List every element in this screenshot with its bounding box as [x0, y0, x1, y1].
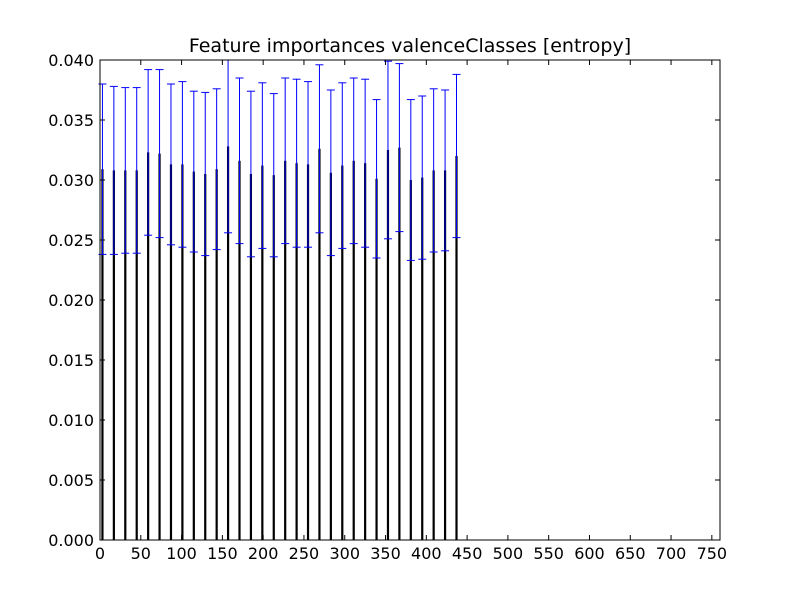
x-tick-label: 0 [95, 544, 105, 563]
bar [226, 146, 230, 540]
x-tick-label: 500 [493, 544, 524, 563]
x-tick-label: 150 [207, 544, 238, 563]
bar [409, 180, 412, 540]
bar [181, 164, 184, 540]
y-tick-label: 0.025 [48, 231, 94, 250]
bar [147, 152, 150, 540]
bars-group [101, 146, 458, 541]
error-bars-group [98, 59, 461, 261]
bar [386, 150, 390, 540]
bar [124, 170, 127, 540]
y-tick-labels: 0.000 0.005 0.010 0.015 0.020 0.025 0.030 0.035… [48, 51, 94, 550]
bar [101, 169, 104, 540]
ticks-group [99, 59, 720, 541]
bar [249, 174, 253, 540]
bar [112, 170, 115, 540]
y-tick-label: 0.000 [48, 531, 94, 550]
y-tick-label: 0.040 [48, 51, 94, 70]
x-tick-label: 700 [656, 544, 687, 563]
y-tick-label: 0.010 [48, 411, 94, 430]
bar [284, 160, 287, 541]
bar [432, 170, 435, 540]
bar [352, 160, 355, 541]
x-tick-label: 250 [289, 544, 320, 563]
bar [364, 163, 367, 540]
bar [329, 172, 332, 541]
x-tick-label: 550 [533, 544, 564, 563]
bar [455, 156, 458, 540]
y-tick-label: 0.030 [48, 171, 94, 190]
x-tick-label: 600 [574, 544, 605, 563]
bar [261, 165, 264, 540]
bar [158, 153, 161, 540]
bar [192, 171, 195, 540]
bar [421, 177, 424, 540]
x-tick-label: 750 [697, 544, 728, 563]
bar [169, 164, 173, 540]
bar [398, 147, 401, 540]
x-tick-label: 50 [131, 544, 151, 563]
bar [272, 175, 275, 540]
x-tick-label: 300 [329, 544, 360, 563]
y-tick-label: 0.020 [48, 291, 94, 310]
bar [215, 169, 218, 540]
bar [135, 170, 138, 540]
bar [375, 178, 378, 541]
bar [318, 148, 321, 541]
x-tick-label: 400 [411, 544, 442, 563]
bar [295, 163, 298, 540]
bar [443, 170, 447, 540]
x-tick-label: 200 [248, 544, 279, 563]
bar [204, 174, 207, 540]
x-tick-label: 100 [166, 544, 197, 563]
bar [238, 160, 241, 541]
y-tick-label: 0.035 [48, 111, 94, 130]
plot-frame [99, 59, 721, 541]
x-tick-labels: 0 50 100 150 200 250 300 350 400 450 500 550 600 650 7… [95, 544, 727, 563]
x-tick-label: 450 [452, 544, 483, 563]
x-tick-label: 650 [615, 544, 646, 563]
bar [306, 164, 310, 540]
chart-title: Feature importances valenceClasses [entr… [189, 35, 631, 57]
bar [341, 165, 344, 540]
y-tick-label: 0.015 [48, 351, 94, 370]
y-tick-label: 0.005 [48, 471, 94, 490]
x-tick-label: 350 [370, 544, 401, 563]
